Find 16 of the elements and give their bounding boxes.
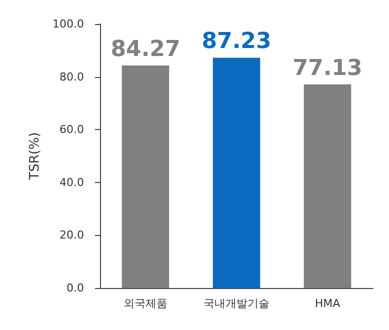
y-tick-label: 80.0	[60, 70, 84, 84]
x-tick-label: 외국제품	[124, 297, 168, 310]
y-tick-label: 100.0	[52, 18, 84, 30]
x-tick-label: HMA	[314, 297, 341, 310]
data-label: 77.13	[292, 56, 362, 81]
bar	[304, 84, 352, 288]
y-tick-label: 0.0	[66, 282, 84, 294]
y-tick-label: 60.0	[60, 123, 84, 136]
bar	[122, 66, 170, 288]
y-axis-title: TSR(%)	[28, 132, 43, 181]
data-label: 87.23	[202, 29, 272, 54]
bar	[212, 58, 260, 288]
data-label: 84.27	[110, 37, 180, 62]
x-tick-label: 국내개발기술	[204, 297, 270, 310]
y-tick-label: 40.0	[60, 176, 84, 189]
y-tick-label: 20.0	[60, 228, 84, 242]
